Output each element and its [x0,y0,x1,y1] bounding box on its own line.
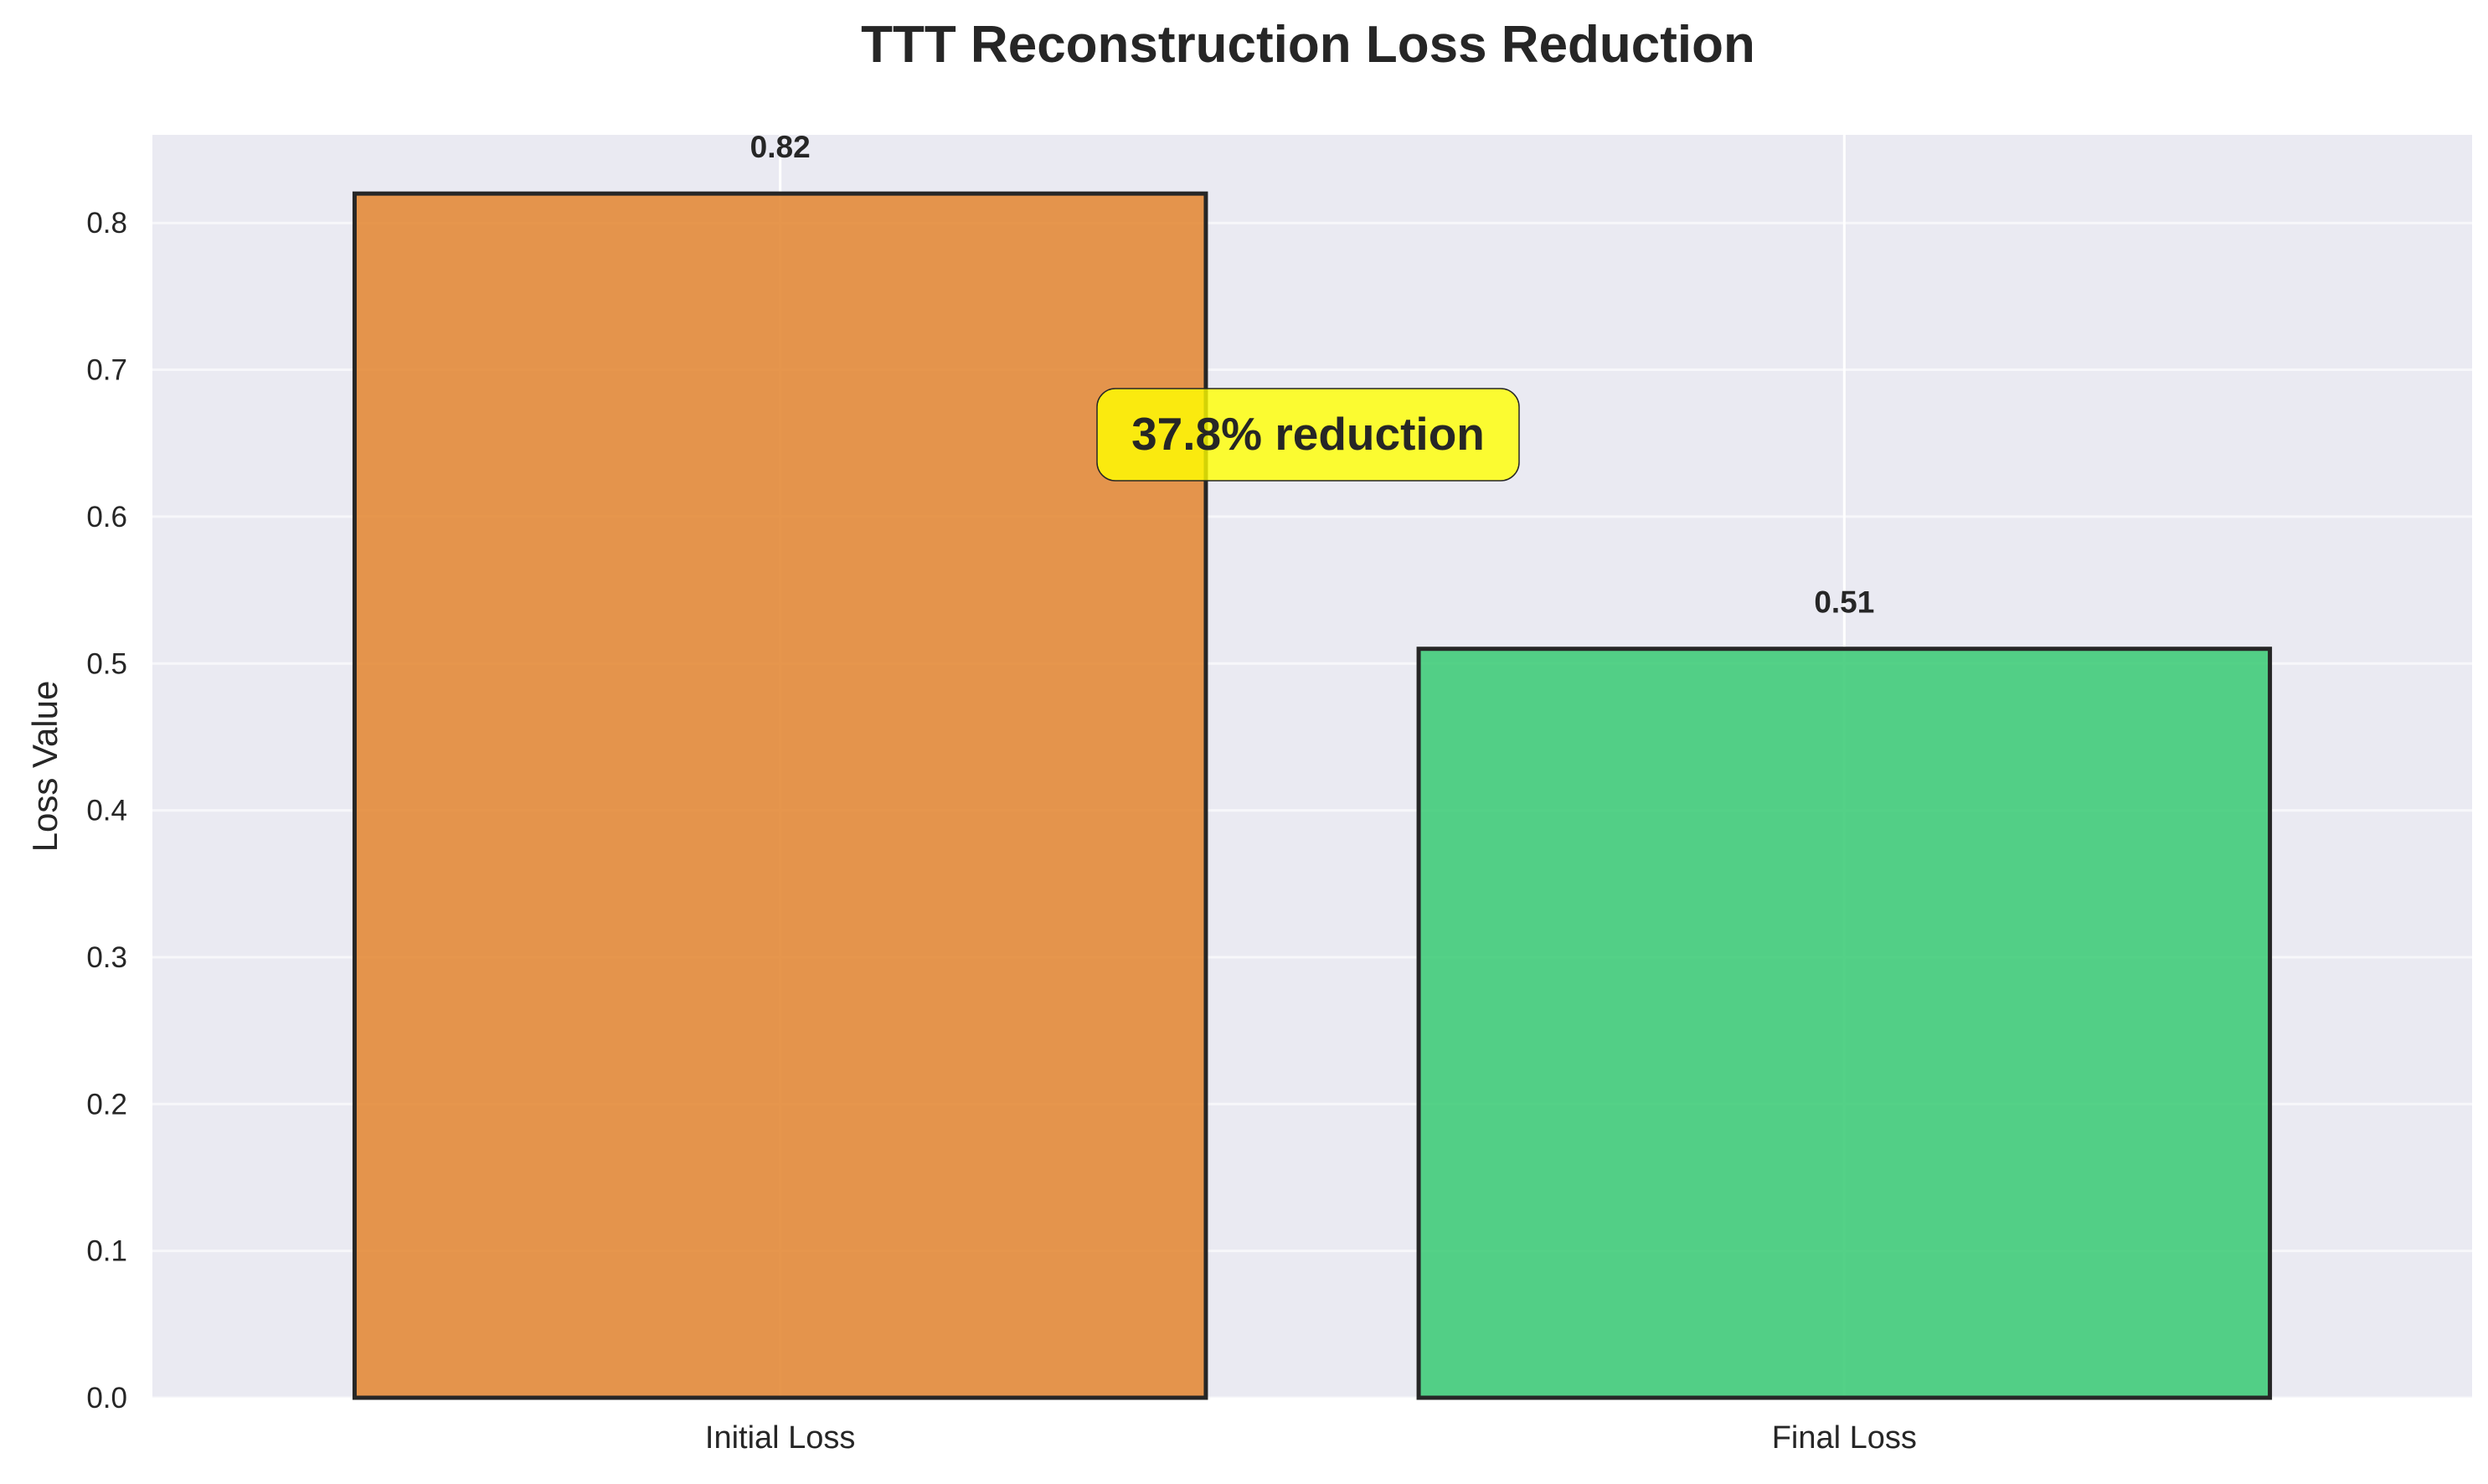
bar-initial-loss [352,191,1208,1400]
bar-value-labels: 0.82 0.51 [750,130,1875,620]
y-tick-label: 0.8 [86,207,127,240]
annotation-box [1096,388,1520,482]
annotation-text: 37.8% reduction [1131,408,1485,460]
chart-title: TTT Reconstruction Loss Reduction [861,16,1755,74]
reduction-annotation: 37.8% reduction [1096,388,1520,482]
y-axis-ticks: 0.0 0.1 0.2 0.3 0.4 0.5 0.6 0.7 0.8 [86,207,127,1414]
bar-value-label: 0.82 [750,130,811,164]
y-tick-label: 0.7 [86,354,127,387]
x-tick-label: Initial Loss [705,1420,856,1456]
y-tick-label: 0.6 [86,501,127,533]
y-tick-label: 0.3 [86,941,127,974]
bars [352,191,2273,1400]
x-axis-ticks: Initial Loss Final Loss [705,1420,1917,1456]
y-tick-label: 0.1 [86,1235,127,1268]
y-tick-label: 0.4 [86,795,127,827]
bar-value-label: 0.51 [1814,585,1874,620]
y-tick-label: 0.2 [86,1088,127,1121]
bar-final-loss [1416,647,2273,1400]
y-tick-label: 0.5 [86,647,127,680]
x-tick-label: Final Loss [1772,1420,1917,1456]
y-tick-label: 0.0 [86,1382,127,1414]
y-axis-label: Loss Value [25,681,64,853]
